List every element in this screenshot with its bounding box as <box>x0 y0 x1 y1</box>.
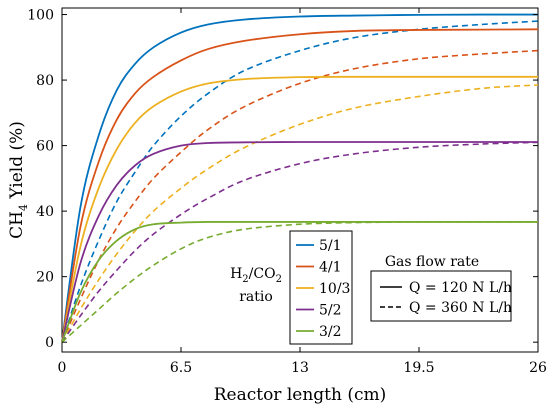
ratio-title-line2: ratio <box>239 289 273 305</box>
series-10-3-solid-line <box>61 75 538 343</box>
ratio-title-h: H <box>230 266 242 282</box>
y-axis-title: CH4 Yield (%) <box>7 121 30 239</box>
series-4-1-solid-line <box>61 28 539 343</box>
y-tick-label: 20 <box>36 270 54 286</box>
x-tick-label: 26 <box>529 360 547 376</box>
ratio-legend-label: 10/3 <box>319 281 350 297</box>
ratio-title-co-sub: 2 <box>276 274 282 285</box>
data-lines <box>61 13 539 343</box>
flow-legend-dashed-label: Q = 360 N L/h <box>409 300 512 316</box>
ratio-legend-label: 3/2 <box>319 324 342 340</box>
x-tick-label: 6.5 <box>170 360 192 376</box>
y-tick-label: 80 <box>36 73 54 89</box>
ratio-legend-label: 5/1 <box>319 238 342 254</box>
series-5-1-solid-line <box>61 13 538 343</box>
ratio-title-h-sub: 2 <box>242 274 248 285</box>
ratio-legend-label: 4/1 <box>319 260 342 276</box>
flow-legend-box <box>370 270 512 322</box>
series-3-2-solid-line <box>61 221 538 343</box>
flow-legend-solid-label: Q = 120 N L/h <box>409 280 512 296</box>
ratio-legend: 5/1 4/1 10/3 5/2 3/2 <box>289 230 353 345</box>
y-axis-title-rest: Yield (%) <box>7 121 27 204</box>
y-axis-title-main: CH <box>7 211 27 239</box>
flow-legend-title: Gas flow rate <box>385 254 479 270</box>
ratio-legend-label: 5/2 <box>319 303 342 319</box>
axis-ticks: 0 6.5 13 19.5 26 0 20 40 60 80 100 <box>27 8 547 376</box>
series-5-2-dashed-line <box>61 141 539 343</box>
y-tick-label: 40 <box>36 204 54 220</box>
x-tick-label: 0 <box>58 360 67 376</box>
x-axis-title: Reactor length (cm) <box>214 385 387 405</box>
svg-text:H2/CO2: H2/CO2 <box>230 266 282 285</box>
x-tick-label: 13 <box>291 360 309 376</box>
flow-legend: Gas flow rate Q = 120 N L/h Q = 360 N L/… <box>370 254 512 322</box>
ratio-legend-title: H2/CO2 ratio <box>230 266 282 305</box>
y-tick-label: 60 <box>36 139 54 155</box>
series-5-1-dashed-line <box>61 20 539 343</box>
series-10-3-dashed-line <box>61 84 539 343</box>
ratio-title-co: /CO <box>249 266 276 282</box>
x-tick-label: 19.5 <box>403 360 434 376</box>
series-5-2-solid-line <box>61 141 538 343</box>
y-tick-label: 0 <box>45 335 54 351</box>
y-axis-title-subscript: 4 <box>17 204 30 211</box>
y-tick-label: 100 <box>27 8 54 24</box>
